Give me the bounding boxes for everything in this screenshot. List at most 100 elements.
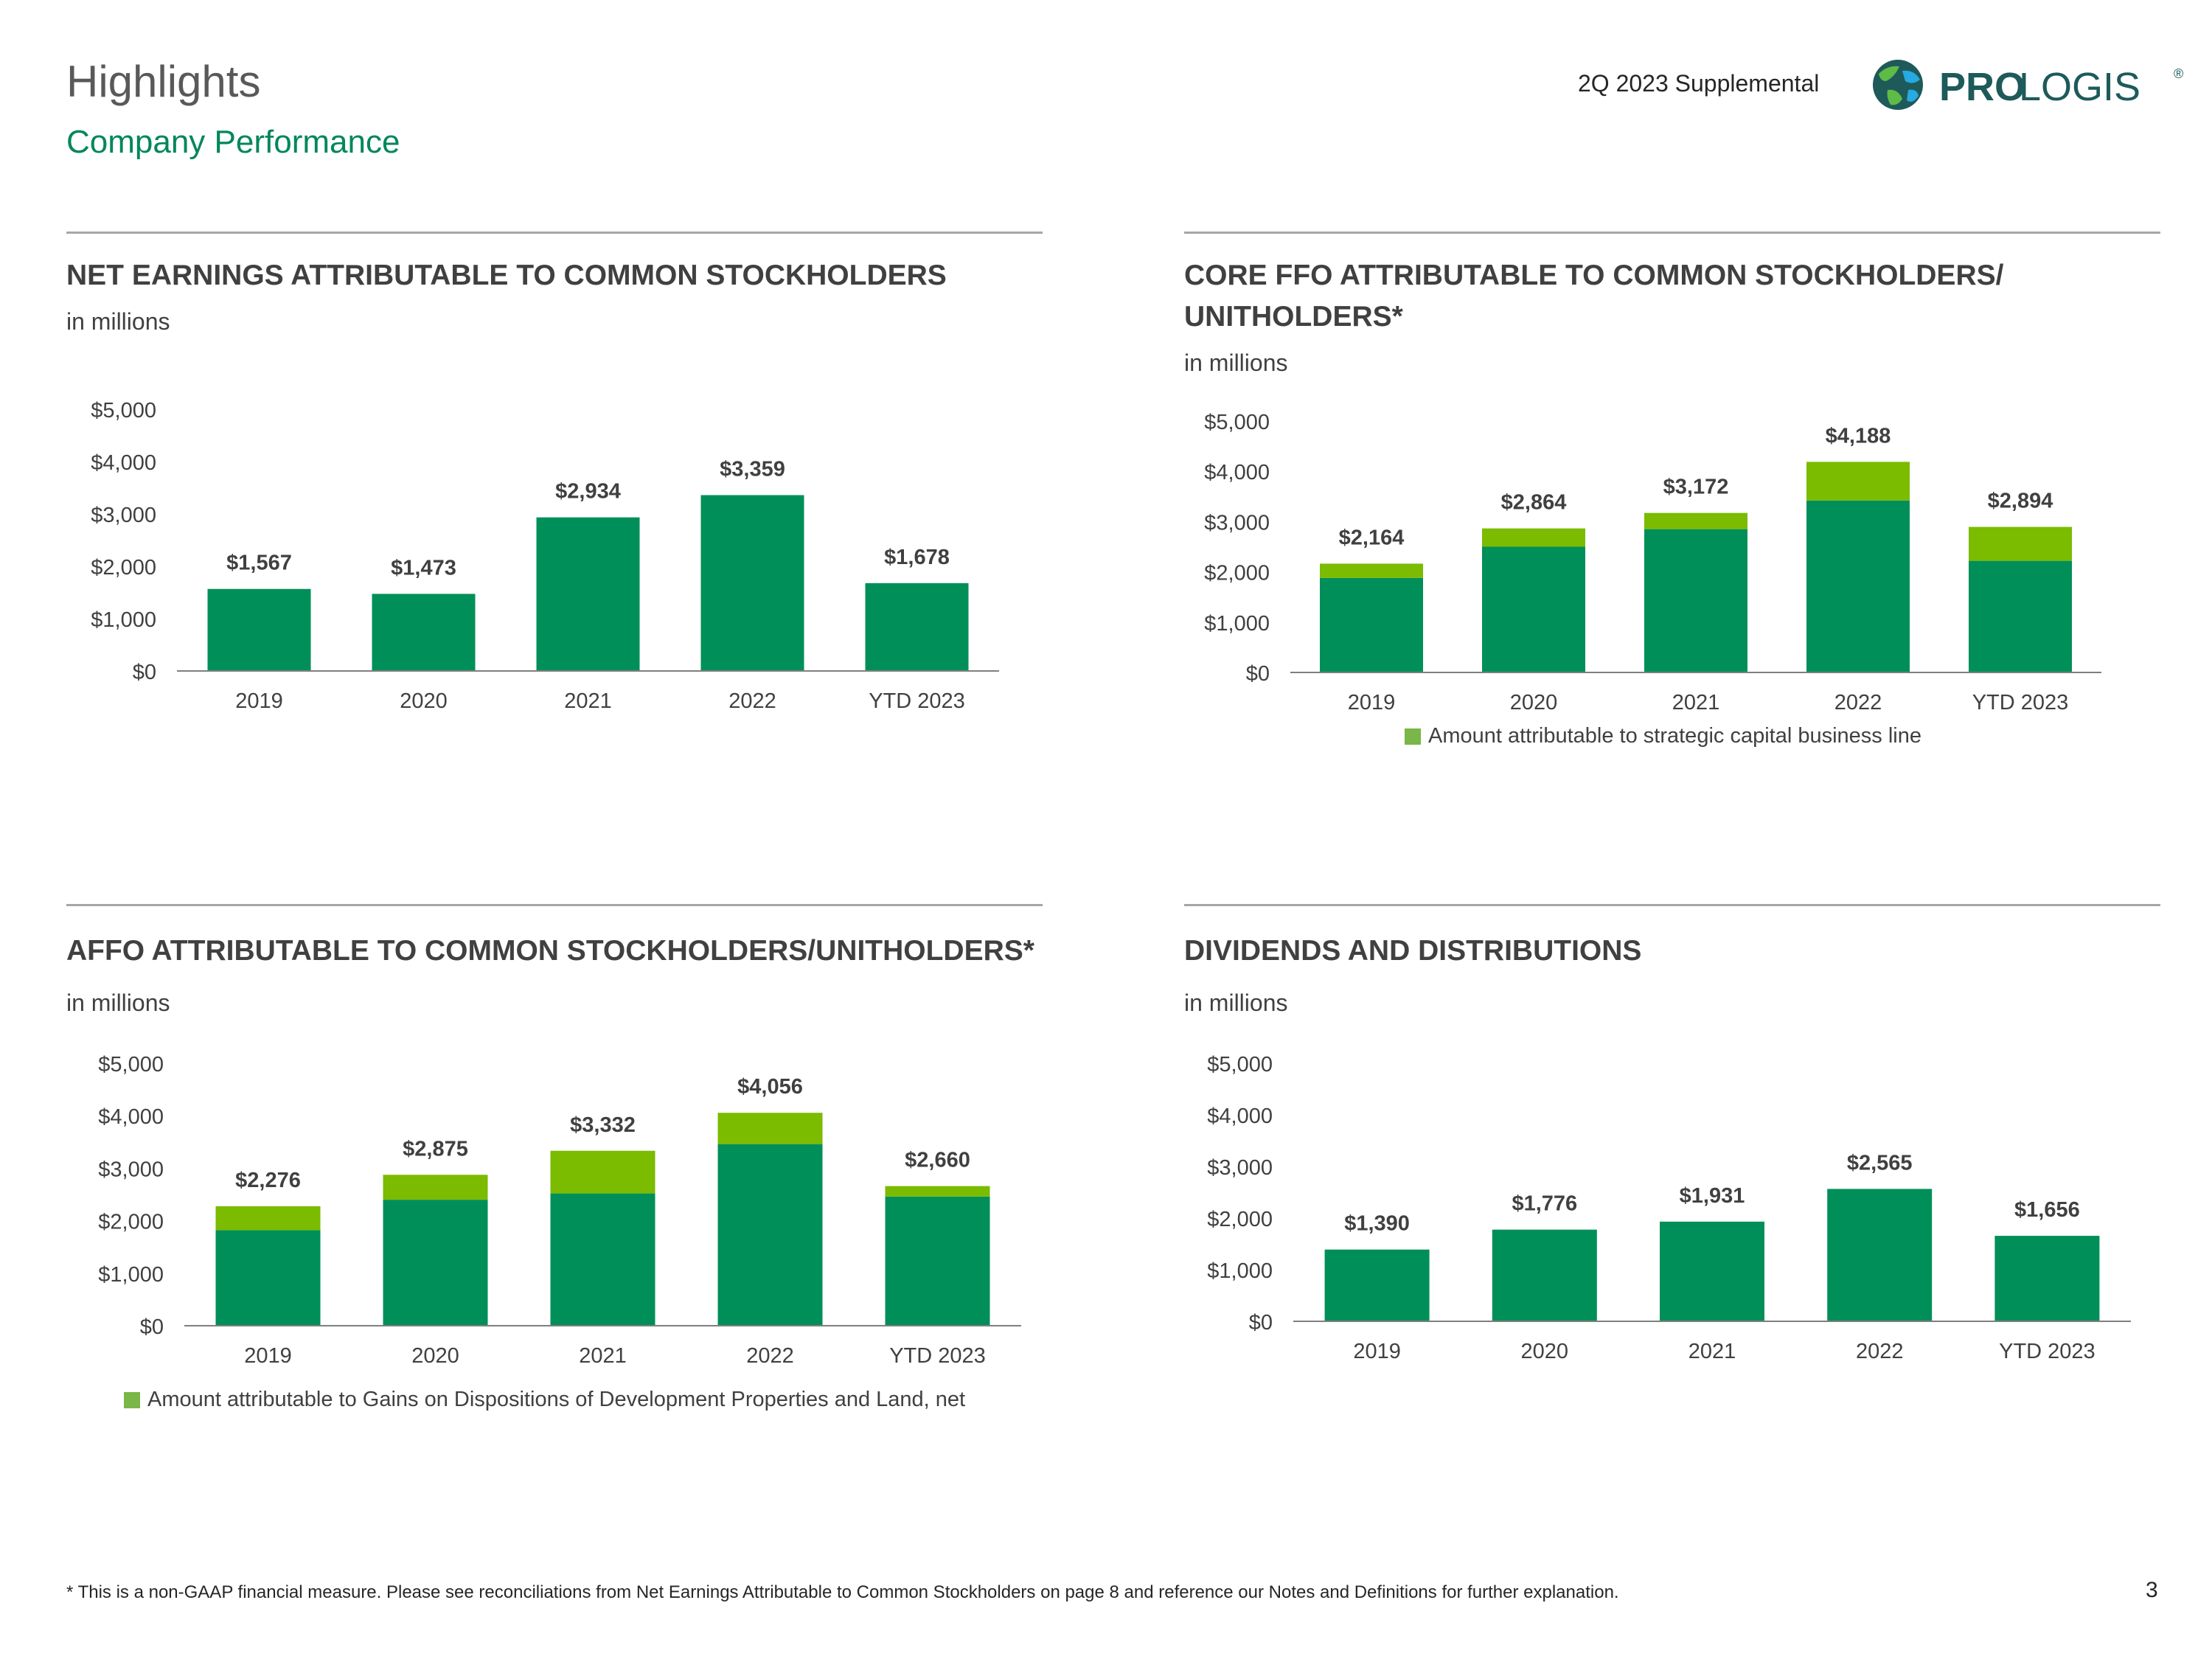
bar-segment-secondary	[215, 1206, 321, 1231]
bar-base	[215, 1230, 321, 1326]
chart-title: NET EARNINGS ATTRIBUTABLE TO COMMON STOC…	[66, 260, 947, 291]
y-tick-label: $3,000	[1207, 1156, 1273, 1180]
panel-divider	[66, 904, 1043, 906]
logo-text-light: LOGIS	[2019, 65, 2140, 109]
bar	[1994, 1236, 2100, 1321]
bar-base	[717, 1144, 823, 1326]
chart-title: AFFO ATTRIBUTABLE TO COMMON STOCKHOLDERS…	[66, 935, 1034, 967]
x-tick-label: 2021	[579, 1344, 627, 1368]
y-tick-label: $4,000	[91, 451, 156, 475]
y-tick-label: $5,000	[98, 1053, 164, 1077]
bar-segment-secondary	[1806, 462, 1910, 501]
x-tick-label: 2021	[564, 689, 612, 713]
chart-unit: in millions	[66, 308, 170, 335]
bar-base	[550, 1193, 655, 1326]
x-tick-label: YTD 2023	[869, 689, 965, 713]
bar-segment-secondary	[1644, 512, 1747, 529]
x-tick-label: YTD 2023	[1972, 691, 2069, 714]
data-label: $1,567	[226, 552, 292, 575]
x-tick-label: 2022	[746, 1344, 794, 1368]
chart-unit: in millions	[1184, 349, 1288, 376]
y-tick-label: $2,000	[1207, 1208, 1273, 1231]
y-tick-label: $5,000	[91, 399, 156, 422]
prologis-logo: PRO LOGIS ®	[1865, 52, 2190, 118]
y-tick-label: $0	[133, 661, 156, 684]
data-label: $4,056	[737, 1075, 803, 1099]
legend: Amount attributable to Gains on Disposit…	[124, 1388, 965, 1412]
bar-base	[1806, 500, 1910, 672]
page-subtitle: Company Performance	[66, 124, 400, 160]
y-tick-label: $2,000	[1204, 562, 1270, 585]
data-label: $2,660	[905, 1149, 970, 1172]
bar	[536, 517, 640, 671]
page-title: Highlights	[66, 57, 261, 106]
logo-text-bold: PRO	[1939, 65, 2025, 109]
y-tick-label: $2,000	[91, 556, 156, 580]
panel-divider	[1184, 232, 2160, 234]
y-tick-label: $3,000	[1204, 511, 1270, 535]
bar-base	[1320, 577, 1423, 672]
data-label: $2,864	[1501, 491, 1567, 515]
bar-segment-secondary	[1482, 528, 1585, 547]
x-tick-label: 2022	[1856, 1340, 1904, 1363]
x-tick-label: YTD 2023	[1999, 1340, 2096, 1363]
data-label: $2,276	[235, 1169, 301, 1192]
chart-unit: in millions	[66, 990, 170, 1016]
data-label: $4,188	[1826, 424, 1891, 448]
panel-divider	[1184, 904, 2160, 906]
y-tick-label: $3,000	[91, 504, 156, 527]
bar	[865, 582, 969, 671]
globe-icon: PRO LOGIS ®	[1873, 60, 2183, 110]
bar-segment-secondary	[1320, 563, 1423, 578]
bar	[207, 588, 311, 671]
legend-label: Amount attributable to strategic capital…	[1428, 724, 1921, 748]
data-label: $1,776	[1512, 1192, 1577, 1216]
data-label: $3,172	[1663, 476, 1729, 499]
chart-unit: in millions	[1184, 990, 1288, 1016]
bar	[372, 594, 476, 671]
data-label: $1,656	[2014, 1198, 2080, 1222]
panel-divider	[66, 232, 1043, 234]
bar-segment-secondary	[1969, 526, 2072, 561]
supplemental-label: 2Q 2023 Supplemental	[1578, 70, 1820, 97]
data-label: $1,678	[884, 546, 950, 569]
bar-segment-secondary	[383, 1175, 488, 1200]
y-tick-label: $5,000	[1207, 1053, 1273, 1077]
data-label: $3,332	[570, 1113, 636, 1137]
bar	[1660, 1221, 1764, 1321]
x-tick-label: 2020	[1510, 691, 1558, 714]
chart-title: DIVIDENDS AND DISTRIBUTIONS	[1184, 935, 1642, 967]
y-tick-label: $2,000	[98, 1211, 164, 1234]
legend-swatch	[1405, 728, 1421, 745]
bar	[1324, 1249, 1430, 1321]
y-tick-label: $4,000	[1207, 1105, 1273, 1128]
bar-base	[1482, 546, 1585, 672]
y-tick-label: $4,000	[1204, 461, 1270, 484]
footnote: * This is a non-GAAP financial measure. …	[66, 1582, 1619, 1602]
x-tick-label: 2019	[1348, 691, 1396, 714]
x-tick-label: 2022	[728, 689, 776, 713]
x-tick-label: 2020	[1521, 1340, 1569, 1363]
data-label: $2,934	[555, 480, 621, 504]
x-tick-label: 2020	[400, 689, 448, 713]
bar-segment-secondary	[550, 1150, 655, 1194]
y-tick-label: $1,000	[1204, 612, 1270, 636]
data-label: $2,164	[1339, 526, 1405, 549]
bar-segment-secondary	[717, 1113, 823, 1144]
legend-swatch	[124, 1391, 140, 1408]
x-tick-label: 2022	[1834, 691, 1882, 714]
bar	[1827, 1189, 1933, 1321]
bar	[700, 495, 804, 671]
x-tick-label: YTD 2023	[889, 1344, 986, 1368]
page-number: 3	[2146, 1578, 2158, 1602]
x-tick-label: 2019	[1353, 1340, 1401, 1363]
x-tick-label: 2021	[1688, 1340, 1736, 1363]
x-tick-label: 2019	[244, 1344, 292, 1368]
data-label: $2,894	[1988, 490, 2053, 513]
y-tick-label: $1,000	[1207, 1259, 1273, 1283]
data-label: $1,390	[1344, 1212, 1410, 1236]
y-tick-label: $5,000	[1204, 411, 1270, 434]
legend-label: Amount attributable to Gains on Disposit…	[147, 1388, 966, 1411]
